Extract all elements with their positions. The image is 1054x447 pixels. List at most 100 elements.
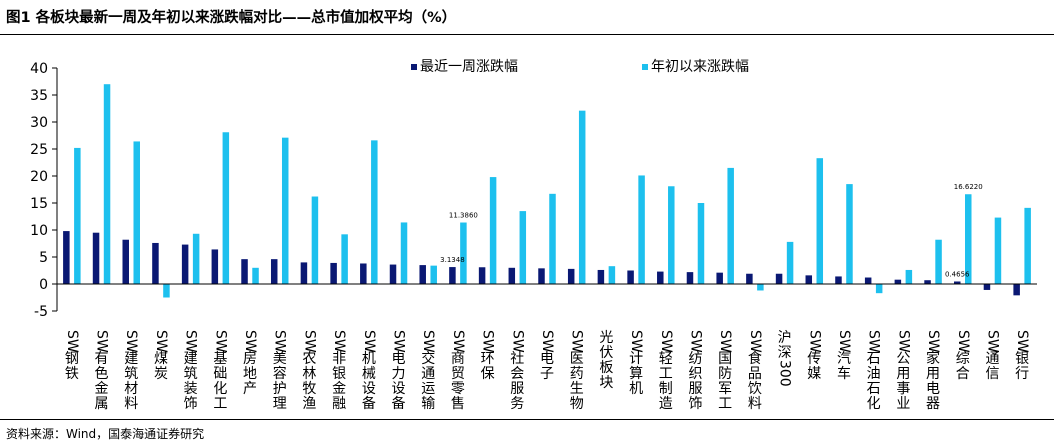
x-tick-label-part: 国 [718, 351, 732, 367]
x-tick-label-part: SW [94, 330, 110, 353]
legend-label-weekly: 最近一周涨跌幅 [420, 59, 518, 75]
bar-ytd [757, 284, 764, 291]
x-tick-label-part: 料 [748, 396, 762, 412]
x-tick-label-part: SW [895, 330, 911, 353]
x-tick-label-part: SW [509, 330, 525, 353]
x-tick-label-part: 电 [540, 351, 554, 367]
bar-ytd [133, 141, 140, 284]
bar-ytd [489, 177, 497, 284]
x-tick-label-part: 计 [629, 351, 643, 367]
bar-weekly [983, 284, 991, 290]
x-tick-label-part: 容 [273, 365, 287, 382]
bar-weekly [360, 263, 367, 284]
bar-weekly [716, 272, 723, 284]
bar-weekly [746, 273, 753, 284]
x-tick-label-part: 融 [332, 396, 346, 412]
bar-ytd [846, 184, 853, 284]
x-tick-label-part: 综 [956, 351, 970, 367]
x-tick-label-part: SW [539, 330, 555, 353]
x-tick-label-part: SW [450, 330, 466, 353]
x-tick-label-part: 理 [273, 396, 287, 412]
x-tick-label-part: SW [687, 330, 703, 353]
x-tick-label-part: SW [64, 330, 80, 353]
x-tick-label-part: 物 [570, 396, 584, 412]
x-tick-label-part: 械 [362, 366, 376, 382]
bar-weekly [508, 267, 516, 284]
bar-ytd [311, 196, 319, 284]
x-tick-label-part: 装 [184, 381, 198, 397]
bar-weekly [627, 270, 634, 284]
legend: 最近一周涨跌幅 年初以来涨跌幅 [411, 58, 749, 75]
x-tick-label-part: 饮 [748, 381, 762, 397]
y-tick-label: 0 [39, 277, 48, 293]
x-tick-label-part: 电 [926, 381, 940, 397]
x-tick-label-part: 板 [599, 360, 613, 376]
x-tick-label-part: 护 [273, 381, 287, 397]
x-tick-label-part: SW [658, 330, 674, 353]
x-tick-label-part: SW [836, 330, 852, 353]
bar-weekly [449, 267, 456, 284]
x-tick-label-part: 有 [95, 351, 109, 367]
x-tick-label-part: 传 [807, 351, 821, 367]
bar-ytd [281, 137, 289, 284]
x-tick-label-part: 家 [926, 350, 940, 367]
x-tick-label-part: 渔 [302, 396, 316, 412]
y-tick-label: 5 [39, 250, 48, 266]
x-tick-label-part: 钢 [65, 351, 79, 367]
x-tick-label-part: SW [480, 330, 496, 353]
bar-ytd [371, 140, 378, 284]
x-tick-label-part: 制 [659, 381, 673, 397]
x-tick-label-part: 社 [510, 351, 524, 367]
x-tick-label-part: SW [183, 330, 199, 353]
x-tick-label-part: 环 [481, 351, 495, 367]
x-tick-label-part: 筑 [124, 366, 138, 382]
bar-chart: -5 0 5 10 15 20 25 30 35 40 3.1348 11.3860 0.4656 16… [30, 58, 1037, 412]
x-tick-label-part: SW [1014, 330, 1030, 353]
x-tick-label-part: 轻 [659, 351, 673, 367]
bar-ytd [727, 167, 734, 284]
x-tick-label-part: SW [866, 330, 882, 353]
bar-ytd [252, 267, 259, 284]
x-tick-label-part: 料 [124, 396, 138, 412]
x-tick-label-part: 药 [570, 366, 584, 382]
bar-ytd [935, 239, 942, 284]
bar-ytd [222, 132, 230, 284]
x-tick-label-part: SW [123, 330, 139, 353]
x-tick-label-part: 产 [243, 381, 257, 397]
bar-ytd [578, 110, 586, 284]
x-tick-label-part: 设 [392, 381, 406, 397]
x-tick-label-part: SW [984, 330, 1000, 353]
bar-weekly [152, 242, 159, 284]
x-tick-label-part: 会 [510, 366, 524, 382]
x-tick-label-part: 色 [95, 365, 109, 382]
bar-ytd [994, 217, 1002, 284]
x-tick-label-part: 机 [362, 351, 376, 367]
bar-ytd [163, 284, 170, 298]
bar-ytd [1024, 207, 1031, 284]
x-tick-label-part: 块 [599, 375, 613, 391]
legend-label-ytd: 年初以来涨跌幅 [651, 58, 749, 75]
x-tick-label-part: SW [331, 330, 347, 353]
x-tick-label-part: 金 [95, 381, 109, 397]
x-tick-label-part: SW [361, 330, 377, 353]
y-tick-label: 20 [30, 169, 48, 185]
bar-weekly [894, 279, 902, 284]
x-tick-label-part: 基 [213, 350, 227, 367]
x-tick-label-part: 贸 [451, 366, 465, 382]
x-tick-label-part: 公 [896, 351, 910, 367]
y-tick-label: 40 [30, 61, 48, 77]
y-tick-label: 25 [30, 142, 48, 158]
x-tick-label-part: SW [212, 330, 228, 353]
